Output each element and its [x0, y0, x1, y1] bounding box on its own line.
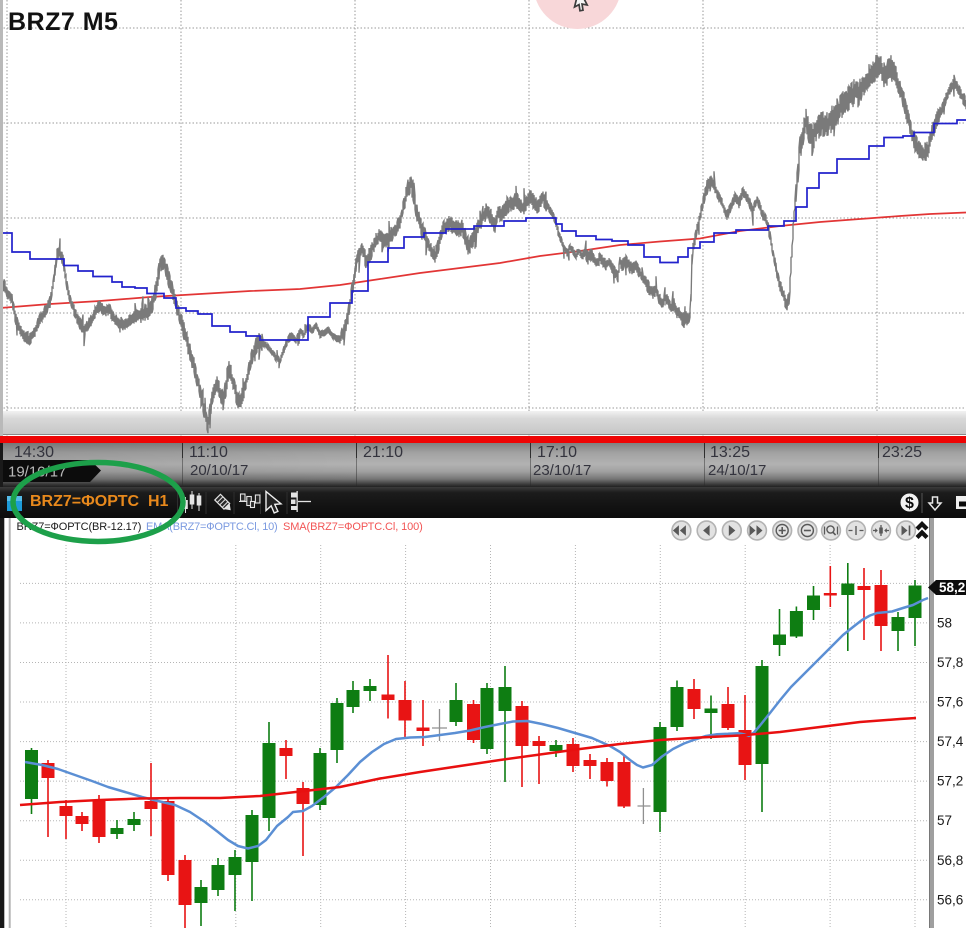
svg-text:56,8: 56,8 [937, 853, 963, 868]
svg-text:57,2: 57,2 [937, 774, 963, 789]
svg-text:$: $ [905, 495, 914, 512]
svg-text:57,6: 57,6 [937, 695, 963, 710]
svg-text:57: 57 [937, 813, 952, 828]
svg-text:56,6: 56,6 [937, 892, 963, 907]
svg-text:19/10/17: 19/10/17 [8, 464, 66, 481]
svg-text:58,2: 58,2 [939, 580, 965, 595]
svg-text:58: 58 [937, 616, 952, 631]
svg-text:57,8: 57,8 [937, 655, 963, 670]
svg-text:57,4: 57,4 [937, 734, 964, 749]
